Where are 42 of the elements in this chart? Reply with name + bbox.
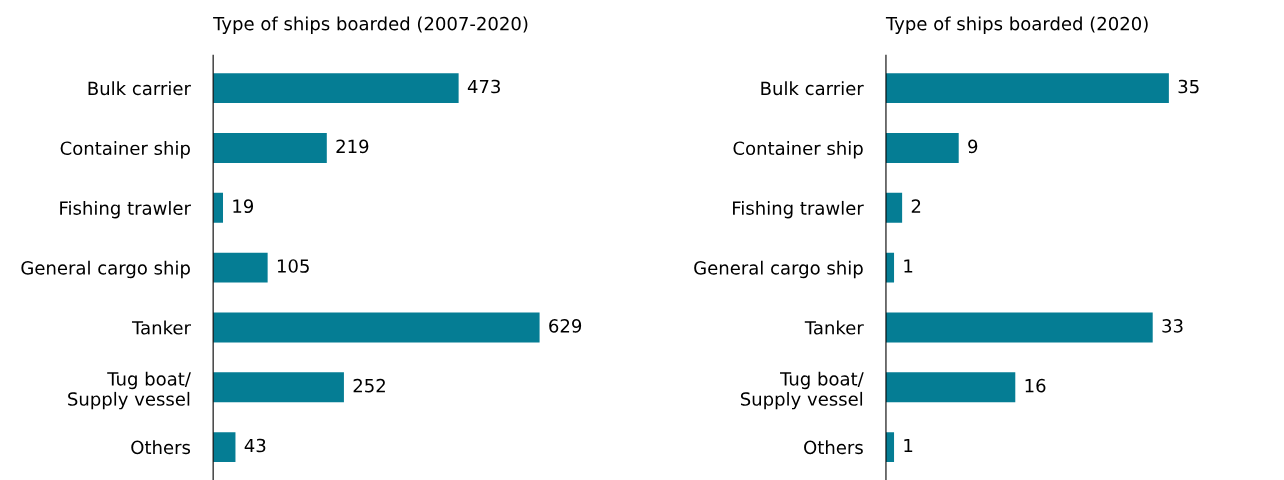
bar: [885, 132, 959, 163]
data-label: 252: [353, 378, 385, 393]
y-tick-label: Tanker: [804, 320, 864, 335]
bar: [885, 372, 1016, 403]
chart-title: Type of ships boarded (2020): [885, 16, 1148, 34]
data-label: 16: [1025, 378, 1046, 393]
y-tick-label: Tug boat/ Supply vessel: [740, 371, 864, 410]
y-tick-label: Tug boat/ Supply vessel: [68, 371, 191, 410]
y-tick-label: Bulk carrier: [88, 81, 191, 96]
y-tick-label: Others: [131, 440, 191, 455]
bar: [213, 432, 236, 463]
bar: [885, 192, 903, 223]
data-label: 1: [904, 259, 913, 273]
data-label: 219: [336, 139, 369, 154]
data-label: 35: [1178, 79, 1199, 94]
y-tick-label: Bulk carrier: [761, 81, 864, 96]
y-tick-label: Fishing trawler: [60, 200, 191, 219]
bar: [213, 73, 459, 104]
bar: [213, 132, 327, 163]
y-tick-label: Container ship: [60, 141, 190, 159]
bar: [213, 372, 344, 403]
bar: [885, 73, 1169, 104]
bar: [885, 312, 1153, 343]
y-tick-label: General cargo ship: [694, 260, 863, 279]
data-label: 9: [968, 139, 978, 154]
bar: [213, 192, 223, 223]
bar: [213, 252, 268, 283]
chart-title: Type of ships boarded (2007-2020): [213, 16, 528, 34]
y-tick-label: Container ship: [733, 141, 863, 159]
data-label: 33: [1162, 319, 1183, 333]
data-label: 105: [277, 259, 309, 273]
data-label: 19: [233, 199, 254, 214]
data-label: 2: [911, 199, 921, 213]
y-tick-label: Fishing trawler: [733, 200, 864, 219]
data-label: 43: [244, 438, 266, 453]
y-tick-label: Others: [804, 440, 863, 455]
y-tick-label: Tanker: [131, 320, 191, 335]
data-label: 473: [467, 79, 500, 94]
y-tick-label: General cargo ship: [21, 260, 190, 279]
data-label: 629: [549, 319, 582, 333]
bar: [213, 312, 540, 343]
data-label: 1: [904, 438, 913, 453]
